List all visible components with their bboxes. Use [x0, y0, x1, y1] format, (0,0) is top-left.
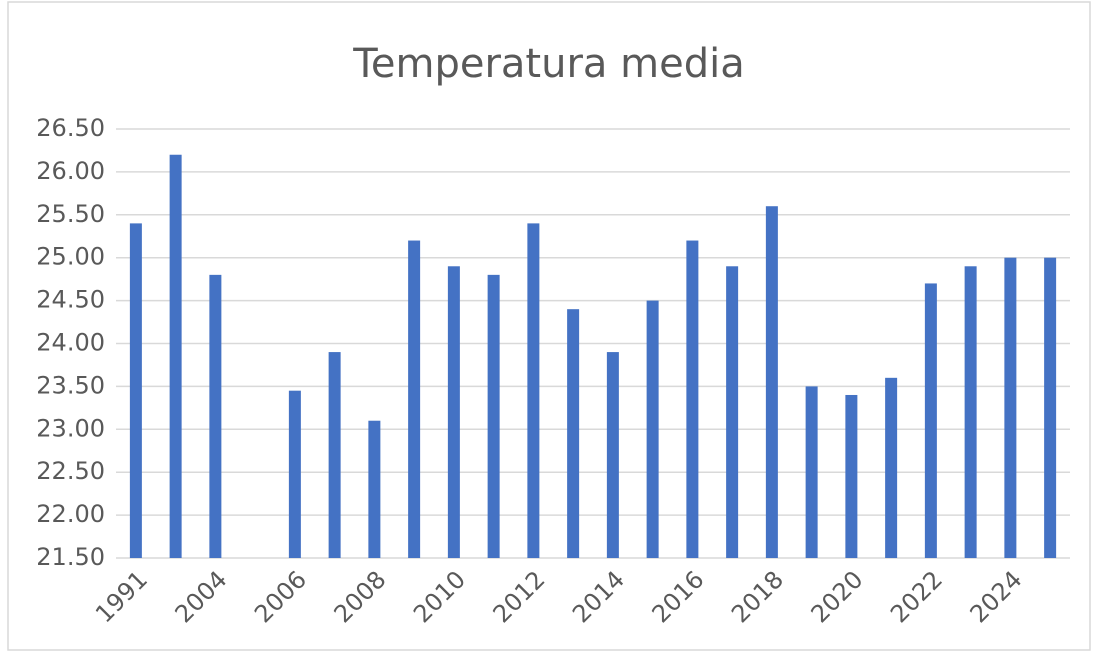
y-tick-label: 23.00 [36, 414, 105, 442]
y-tick-label: 26.00 [36, 157, 105, 185]
bar [209, 274, 222, 558]
bar [646, 300, 659, 558]
bar [964, 266, 977, 558]
bar [567, 309, 580, 558]
y-tick-label: 24.00 [36, 329, 105, 357]
y-tick-label: 23.50 [36, 371, 105, 399]
bar [169, 154, 182, 559]
y-tick-label: 22.50 [36, 457, 105, 485]
bar [1044, 257, 1057, 558]
bar [845, 394, 858, 558]
bar [487, 274, 500, 558]
bar [885, 377, 898, 558]
bar [606, 352, 619, 558]
bar [288, 390, 301, 558]
bar [129, 223, 142, 558]
y-tick-label: 25.00 [36, 243, 105, 271]
bar [527, 223, 540, 558]
bar [686, 240, 699, 559]
bar [447, 266, 460, 558]
bar [408, 240, 421, 559]
bar [1004, 257, 1017, 558]
chart-title: Temperatura media [352, 41, 744, 87]
bar [765, 206, 778, 558]
y-tick-label: 26.50 [36, 114, 105, 142]
bar [805, 386, 818, 558]
y-tick-label: 24.50 [36, 286, 105, 314]
y-tick-label: 21.50 [36, 543, 105, 571]
bar [924, 283, 937, 558]
y-tick-label: 22.00 [36, 500, 105, 528]
bar [368, 420, 381, 558]
y-tick-label: 25.50 [36, 200, 105, 228]
chart-border [7, 1, 1091, 651]
bar [726, 266, 739, 558]
bar [328, 352, 341, 558]
